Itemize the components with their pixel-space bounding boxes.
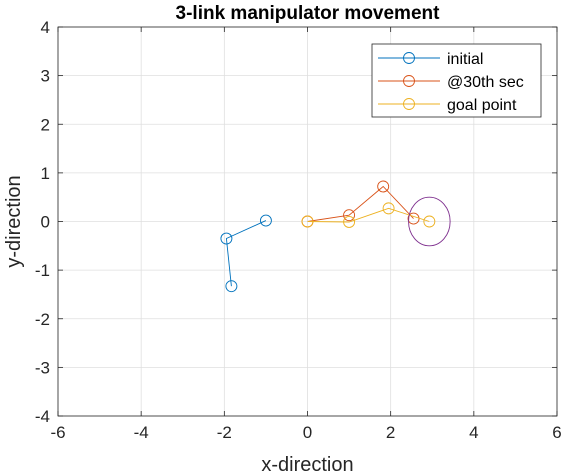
y-tick-label: -4 [35, 407, 50, 426]
legend: initial @30th sec goal point [371, 43, 542, 118]
series-point [225, 280, 238, 293]
series-point [301, 215, 314, 228]
chart-title: 3-link manipulator movement [176, 3, 441, 24]
legend-marker-initial [403, 52, 415, 64]
y-tick-label: -1 [35, 261, 50, 280]
legend-marker-goal-point [403, 98, 415, 110]
series-point [259, 214, 272, 227]
series-point [382, 202, 395, 215]
y-tick-label: 2 [41, 115, 50, 134]
x-tick-label: 4 [469, 423, 478, 442]
series-point [343, 209, 356, 222]
y-tick-label: 0 [41, 213, 50, 232]
x-axis-label: x-direction [261, 454, 353, 475]
series-layer [220, 180, 436, 293]
y-tick-label: 1 [41, 164, 50, 183]
series-point [343, 216, 356, 228]
y-tick-label: -2 [35, 310, 50, 329]
annotation-layer [408, 196, 451, 247]
x-tick-label: -6 [50, 423, 65, 442]
y-tick-labels: -4 -3 -2 -1 0 1 2 3 4 [35, 18, 50, 426]
x-tick-label: -4 [134, 423, 149, 442]
legend-box [371, 43, 542, 118]
series-line [307, 185, 414, 222]
x-tick-labels: -6 -4 -2 0 2 4 6 [50, 423, 561, 442]
series-line [225, 220, 267, 287]
legend-entry-goal-point: goal point [378, 97, 517, 114]
series-point [423, 215, 436, 228]
legend-marker-30th-sec [403, 75, 415, 87]
series-point [377, 180, 390, 193]
y-tick-label: -3 [35, 358, 50, 377]
y-tick-label: 4 [41, 18, 50, 37]
ticks [57, 26, 558, 417]
series-0 [220, 214, 272, 293]
legend-entry-30th-sec: @30th sec [378, 74, 524, 91]
series-point [220, 232, 233, 245]
x-tick-label: 6 [552, 423, 561, 442]
y-axis-label: y-direction [3, 175, 25, 267]
x-tick-label: 2 [386, 423, 395, 442]
x-tick-label: 0 [303, 423, 312, 442]
legend-label-30th-sec: @30th sec [447, 74, 524, 91]
legend-label-initial: initial [447, 51, 483, 68]
y-tick-label: 3 [41, 67, 50, 86]
goal-region-circle [408, 196, 451, 247]
legend-label-goal-point: goal point [447, 97, 517, 114]
x-tick-label: -2 [217, 423, 232, 442]
legend-entry-initial: initial [378, 51, 483, 68]
